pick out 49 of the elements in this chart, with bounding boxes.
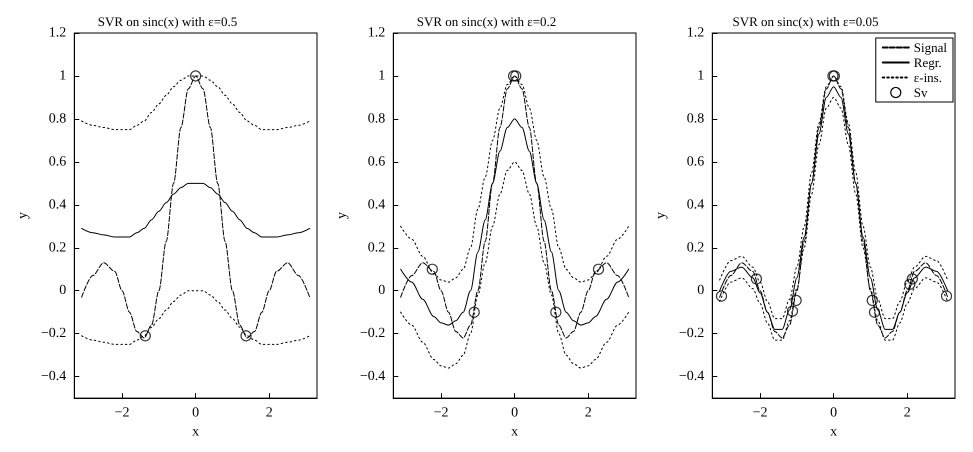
y-tick-label: 0.6 [368,154,386,170]
y-tick-label: −0.4 [360,369,386,384]
legend-label: ε-ins. [914,70,942,85]
y-tick-label: −0.4 [40,369,66,384]
y-tick-label: 0.6 [686,154,704,170]
y-tick-label: 0 [697,283,704,298]
x-axis-title: x [830,424,838,440]
y-tick-label: −0.2 [678,326,704,342]
y-tick-label: 0 [378,283,386,298]
x-tick-label: −2 [114,406,130,421]
y-tick-label: −0.2 [40,326,66,342]
legend-label: Signal [914,40,948,55]
y-tick-label: 0.8 [686,111,704,126]
y-tick-label: 0.4 [48,197,66,212]
legend-label: Sv [914,85,928,100]
y-tick-label: 1 [378,68,386,84]
y-tick-label: 0.2 [48,240,66,256]
y-tick-label: −0.2 [360,326,386,342]
y-axis-title: y [16,212,30,220]
y-tick-label: −0.4 [678,369,704,384]
x-tick-label: 2 [266,406,273,421]
y-tick-label: 0.8 [48,111,66,126]
x-tick-label: −2 [434,406,449,421]
x-axis-title: x [511,424,518,440]
x-tick-label: 0 [830,406,838,421]
x-tick-label: −2 [752,406,768,421]
y-tick-label: 1.2 [368,26,386,40]
x-tick-label: 2 [904,406,911,421]
y-tick-label: 0.4 [686,197,704,212]
y-tick-label: 0 [59,283,66,298]
x-tick-label: 2 [584,406,592,421]
y-tick-label: 0.8 [368,111,386,126]
chart-title: SVR on sinc(x) with ε=0.2 [416,14,556,29]
y-axis-title: y [654,212,668,220]
y-tick-label: 1.2 [48,26,66,40]
chart-title: SVR on sinc(x) with ε=0.05 [732,14,879,29]
y-axis-title: y [334,212,350,220]
y-tick-label: 1.2 [686,26,704,40]
chart-title: SVR on sinc(x) with ε=0.5 [98,14,238,29]
y-tick-label: 0.6 [48,154,66,170]
legend-label: Regr. [914,55,942,70]
y-tick-label: 0.2 [368,240,386,256]
x-tick-label: 0 [511,406,518,421]
y-tick-label: 0.4 [368,197,386,212]
x-tick-label: 0 [192,406,200,421]
y-tick-label: 0.2 [686,240,704,256]
x-axis-title: x [192,424,200,440]
y-tick-label: 1 [697,68,704,84]
y-tick-label: 1 [59,68,66,84]
